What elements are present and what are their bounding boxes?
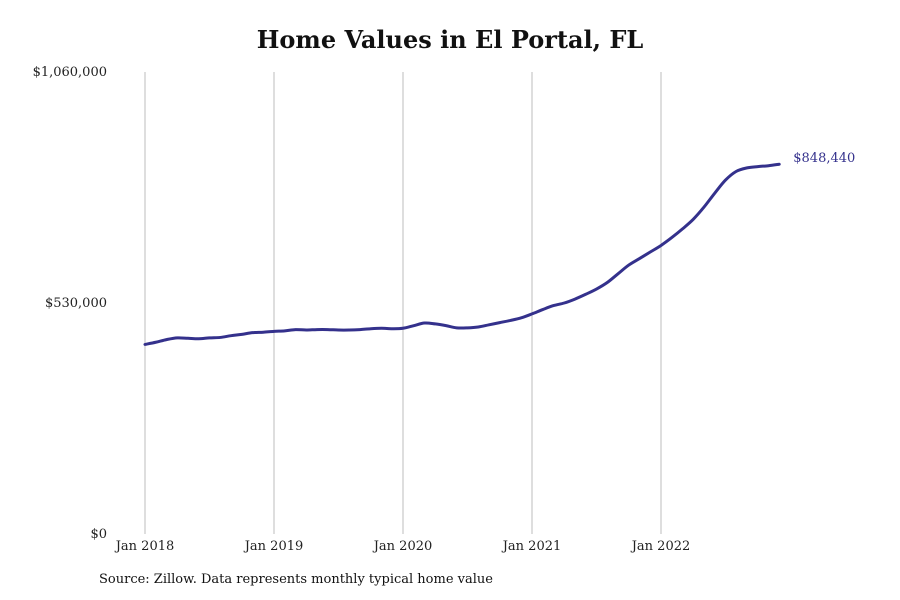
x-tick-label: Jan 2020 xyxy=(372,539,433,554)
y-tick-label: $0 xyxy=(90,527,107,542)
y-axis: $0 $530,000 $1,060,000 xyxy=(33,65,107,542)
y-tick-label: $530,000 xyxy=(45,296,107,311)
data-labels: $848,440 xyxy=(793,151,855,166)
gridlines xyxy=(144,72,662,534)
x-tick-label: Jan 2021 xyxy=(501,539,562,554)
series-line xyxy=(143,162,781,346)
x-tick-label: Jan 2019 xyxy=(243,539,304,554)
x-axis: Jan 2018 Jan 2019 Jan 2020 Jan 2021 Jan 2022 xyxy=(114,539,691,554)
y-tick-label: $1,060,000 xyxy=(33,65,107,80)
x-tick-label: Jan 2022 xyxy=(630,539,691,554)
source-note: Source: Zillow. Data represents monthly … xyxy=(99,572,493,587)
x-tick-label: Jan 2018 xyxy=(114,539,175,554)
end-value-label: $848,440 xyxy=(793,151,855,166)
series-layer xyxy=(143,162,781,346)
chart-title: Home Values in El Portal, FL xyxy=(256,25,644,54)
